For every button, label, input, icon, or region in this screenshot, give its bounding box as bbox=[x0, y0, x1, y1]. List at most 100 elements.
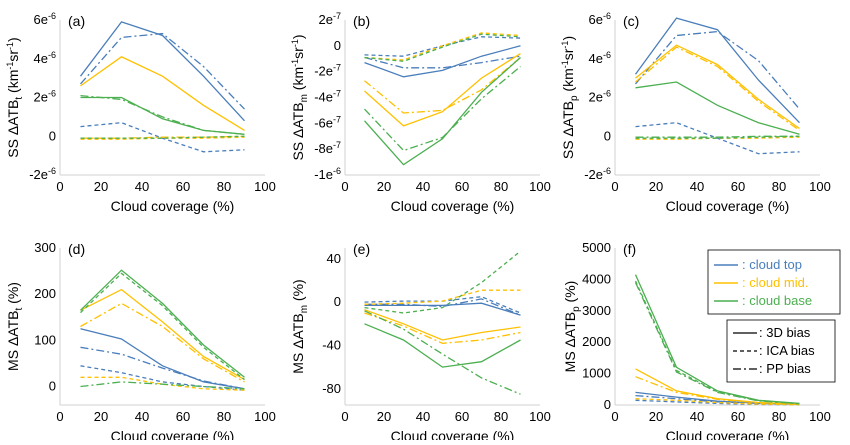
y-axis-label: SS ΔATBt (km-1sr-1) bbox=[5, 37, 25, 157]
y-tick-label: 6e-6 bbox=[34, 11, 56, 27]
y-tick-label: 0 bbox=[49, 128, 56, 143]
y-tick-label: 6e-6 bbox=[589, 11, 611, 27]
series-line-mid-dashdot bbox=[635, 376, 800, 406]
series-line-top-dashdot bbox=[635, 30, 800, 110]
y-axis-label: MS ΔATBm (%) bbox=[290, 279, 310, 373]
x-axis-label: Cloud coverage (%) bbox=[111, 198, 235, 214]
series-line-base-dashdot bbox=[80, 381, 245, 390]
series-line-top-dashed bbox=[80, 365, 245, 391]
y-tick-label: 2e-6 bbox=[34, 89, 56, 105]
y-tick-label: -2e-6 bbox=[584, 166, 611, 182]
series-line-top-solid bbox=[364, 302, 521, 316]
y-tick-label: -2e-6 bbox=[29, 166, 56, 182]
series-line-mid-dashed bbox=[635, 398, 800, 406]
x-tick-label: 40 bbox=[135, 409, 149, 424]
y-axis-label: MS ΔATBp (%) bbox=[562, 281, 582, 373]
panel-d: 0 100 200 300 0 20 40 60 80 100 Cloud coverage (%)… bbox=[5, 240, 276, 444]
series-line-top-dashdot bbox=[80, 32, 245, 110]
legend-label-solid: : 3D bias bbox=[759, 325, 811, 340]
x-tick-label: 60 bbox=[731, 179, 745, 194]
y-tick-label: -40 bbox=[322, 337, 341, 352]
series-line-base-dashed bbox=[364, 250, 521, 314]
x-tick-label: 80 bbox=[772, 179, 786, 194]
y-axis-label: MS ΔATBt (%) bbox=[5, 282, 25, 371]
x-tick-label: 60 bbox=[455, 409, 469, 424]
series-line-top-solid bbox=[364, 45, 521, 78]
y-tick-label: 300 bbox=[34, 240, 56, 255]
x-tick-label: 100 bbox=[809, 409, 831, 424]
y-tick-label: 2e-7 bbox=[319, 11, 341, 27]
x-tick-label: 80 bbox=[217, 409, 231, 424]
series-line-base-dashed bbox=[80, 135, 245, 139]
series-line-base-dashdot bbox=[635, 135, 800, 138]
series-line-top-solid bbox=[634, 17, 800, 124]
series-line-base-dashed bbox=[635, 135, 800, 139]
y-axis-label: SS ΔATBm (km-1sr-1) bbox=[290, 34, 310, 160]
x-tick-label: 80 bbox=[494, 409, 508, 424]
x-tick-label: 100 bbox=[809, 179, 831, 194]
series-line-base-solid bbox=[364, 57, 521, 166]
series-line-base-dashdot bbox=[364, 65, 521, 152]
panel-label: (a) bbox=[68, 13, 85, 29]
x-tick-label: 0 bbox=[56, 179, 63, 194]
x-tick-label: 60 bbox=[731, 409, 745, 424]
x-tick-label: 20 bbox=[649, 179, 663, 194]
y-tick-label: 0 bbox=[334, 294, 341, 309]
x-tick-label: 40 bbox=[690, 179, 704, 194]
x-tick-label: 0 bbox=[611, 179, 618, 194]
y-tick-label: 100 bbox=[34, 332, 56, 347]
y-tick-label: -2e-7 bbox=[314, 63, 341, 79]
x-tick-label: 80 bbox=[772, 409, 786, 424]
series-line-base-dashdot bbox=[80, 94, 245, 135]
x-tick-label: 60 bbox=[176, 179, 190, 194]
x-tick-label: 20 bbox=[377, 409, 391, 424]
y-tick-label: 200 bbox=[34, 286, 56, 301]
x-tick-label: 60 bbox=[176, 409, 190, 424]
series-line-mid-solid bbox=[364, 53, 521, 127]
y-tick-label: -1e-6 bbox=[314, 166, 341, 182]
x-tick-label: 100 bbox=[254, 409, 276, 424]
y-axis-label: SS ΔATBp (km-1sr-1) bbox=[560, 36, 580, 159]
panel-label: (d) bbox=[68, 241, 85, 257]
panel-e: -80 -40 0 40 0 20 40 60 80 100 Cloud coverage (%) M… bbox=[290, 241, 551, 444]
series-line-mid-dashdot bbox=[364, 312, 521, 344]
x-tick-label: 0 bbox=[341, 409, 348, 424]
y-tick-label: 0 bbox=[604, 128, 611, 143]
y-tick-label: 40 bbox=[327, 251, 341, 266]
panel-label: (b) bbox=[353, 13, 370, 29]
panel-label: (e) bbox=[353, 241, 370, 257]
panel-label: (f) bbox=[623, 241, 636, 257]
series-line-mid-solid bbox=[80, 288, 245, 381]
x-tick-label: 20 bbox=[94, 409, 108, 424]
legend-label-base: : cloud base bbox=[742, 293, 812, 308]
y-tick-label: 4000 bbox=[582, 271, 611, 286]
x-tick-label: 100 bbox=[529, 179, 551, 194]
y-tick-label: 0 bbox=[334, 38, 341, 53]
series-line-mid-dashed bbox=[80, 136, 245, 140]
legend-label-dashdot: : PP bias bbox=[759, 361, 811, 376]
series-line-mid-dashdot bbox=[364, 56, 521, 114]
x-tick-label: 0 bbox=[611, 409, 618, 424]
x-tick-label: 0 bbox=[341, 179, 348, 194]
series-line-mid-solid bbox=[80, 56, 245, 131]
series-line-base-solid bbox=[80, 269, 245, 378]
panel-b: -1e-6 -8e-7 -6e-7 -4e-7 -2e-7 0 2e-7 0 20 40 60 80 1… bbox=[290, 11, 551, 214]
legend-color-box bbox=[707, 249, 841, 315]
y-tick-label: 4e-6 bbox=[589, 50, 611, 66]
x-tick-label: 20 bbox=[94, 179, 108, 194]
x-tick-label: 100 bbox=[529, 409, 551, 424]
y-tick-label: -4e-7 bbox=[314, 89, 341, 105]
series-line-top-dashdot bbox=[635, 394, 800, 406]
series-line-top-solid bbox=[79, 21, 245, 122]
x-tick-label: 20 bbox=[649, 409, 663, 424]
series-line-base-dashed bbox=[80, 272, 245, 381]
series-line-top-solid bbox=[80, 328, 245, 390]
x-axis-label: Cloud coverage (%) bbox=[391, 428, 515, 440]
y-tick-label: -80 bbox=[322, 381, 341, 396]
y-tick-label: 2000 bbox=[582, 334, 611, 349]
x-tick-label: 0 bbox=[56, 409, 63, 424]
series-line-top-dashed bbox=[635, 122, 800, 155]
series-line-mid-solid bbox=[635, 44, 800, 130]
